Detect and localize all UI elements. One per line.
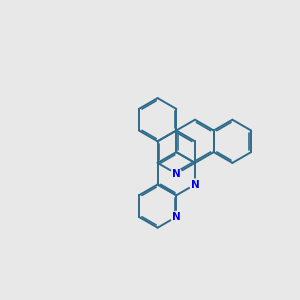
- Text: N: N: [190, 179, 200, 190]
- Circle shape: [171, 212, 182, 222]
- Text: N: N: [172, 169, 181, 179]
- Circle shape: [171, 168, 182, 179]
- Text: N: N: [172, 212, 181, 222]
- Circle shape: [190, 179, 200, 190]
